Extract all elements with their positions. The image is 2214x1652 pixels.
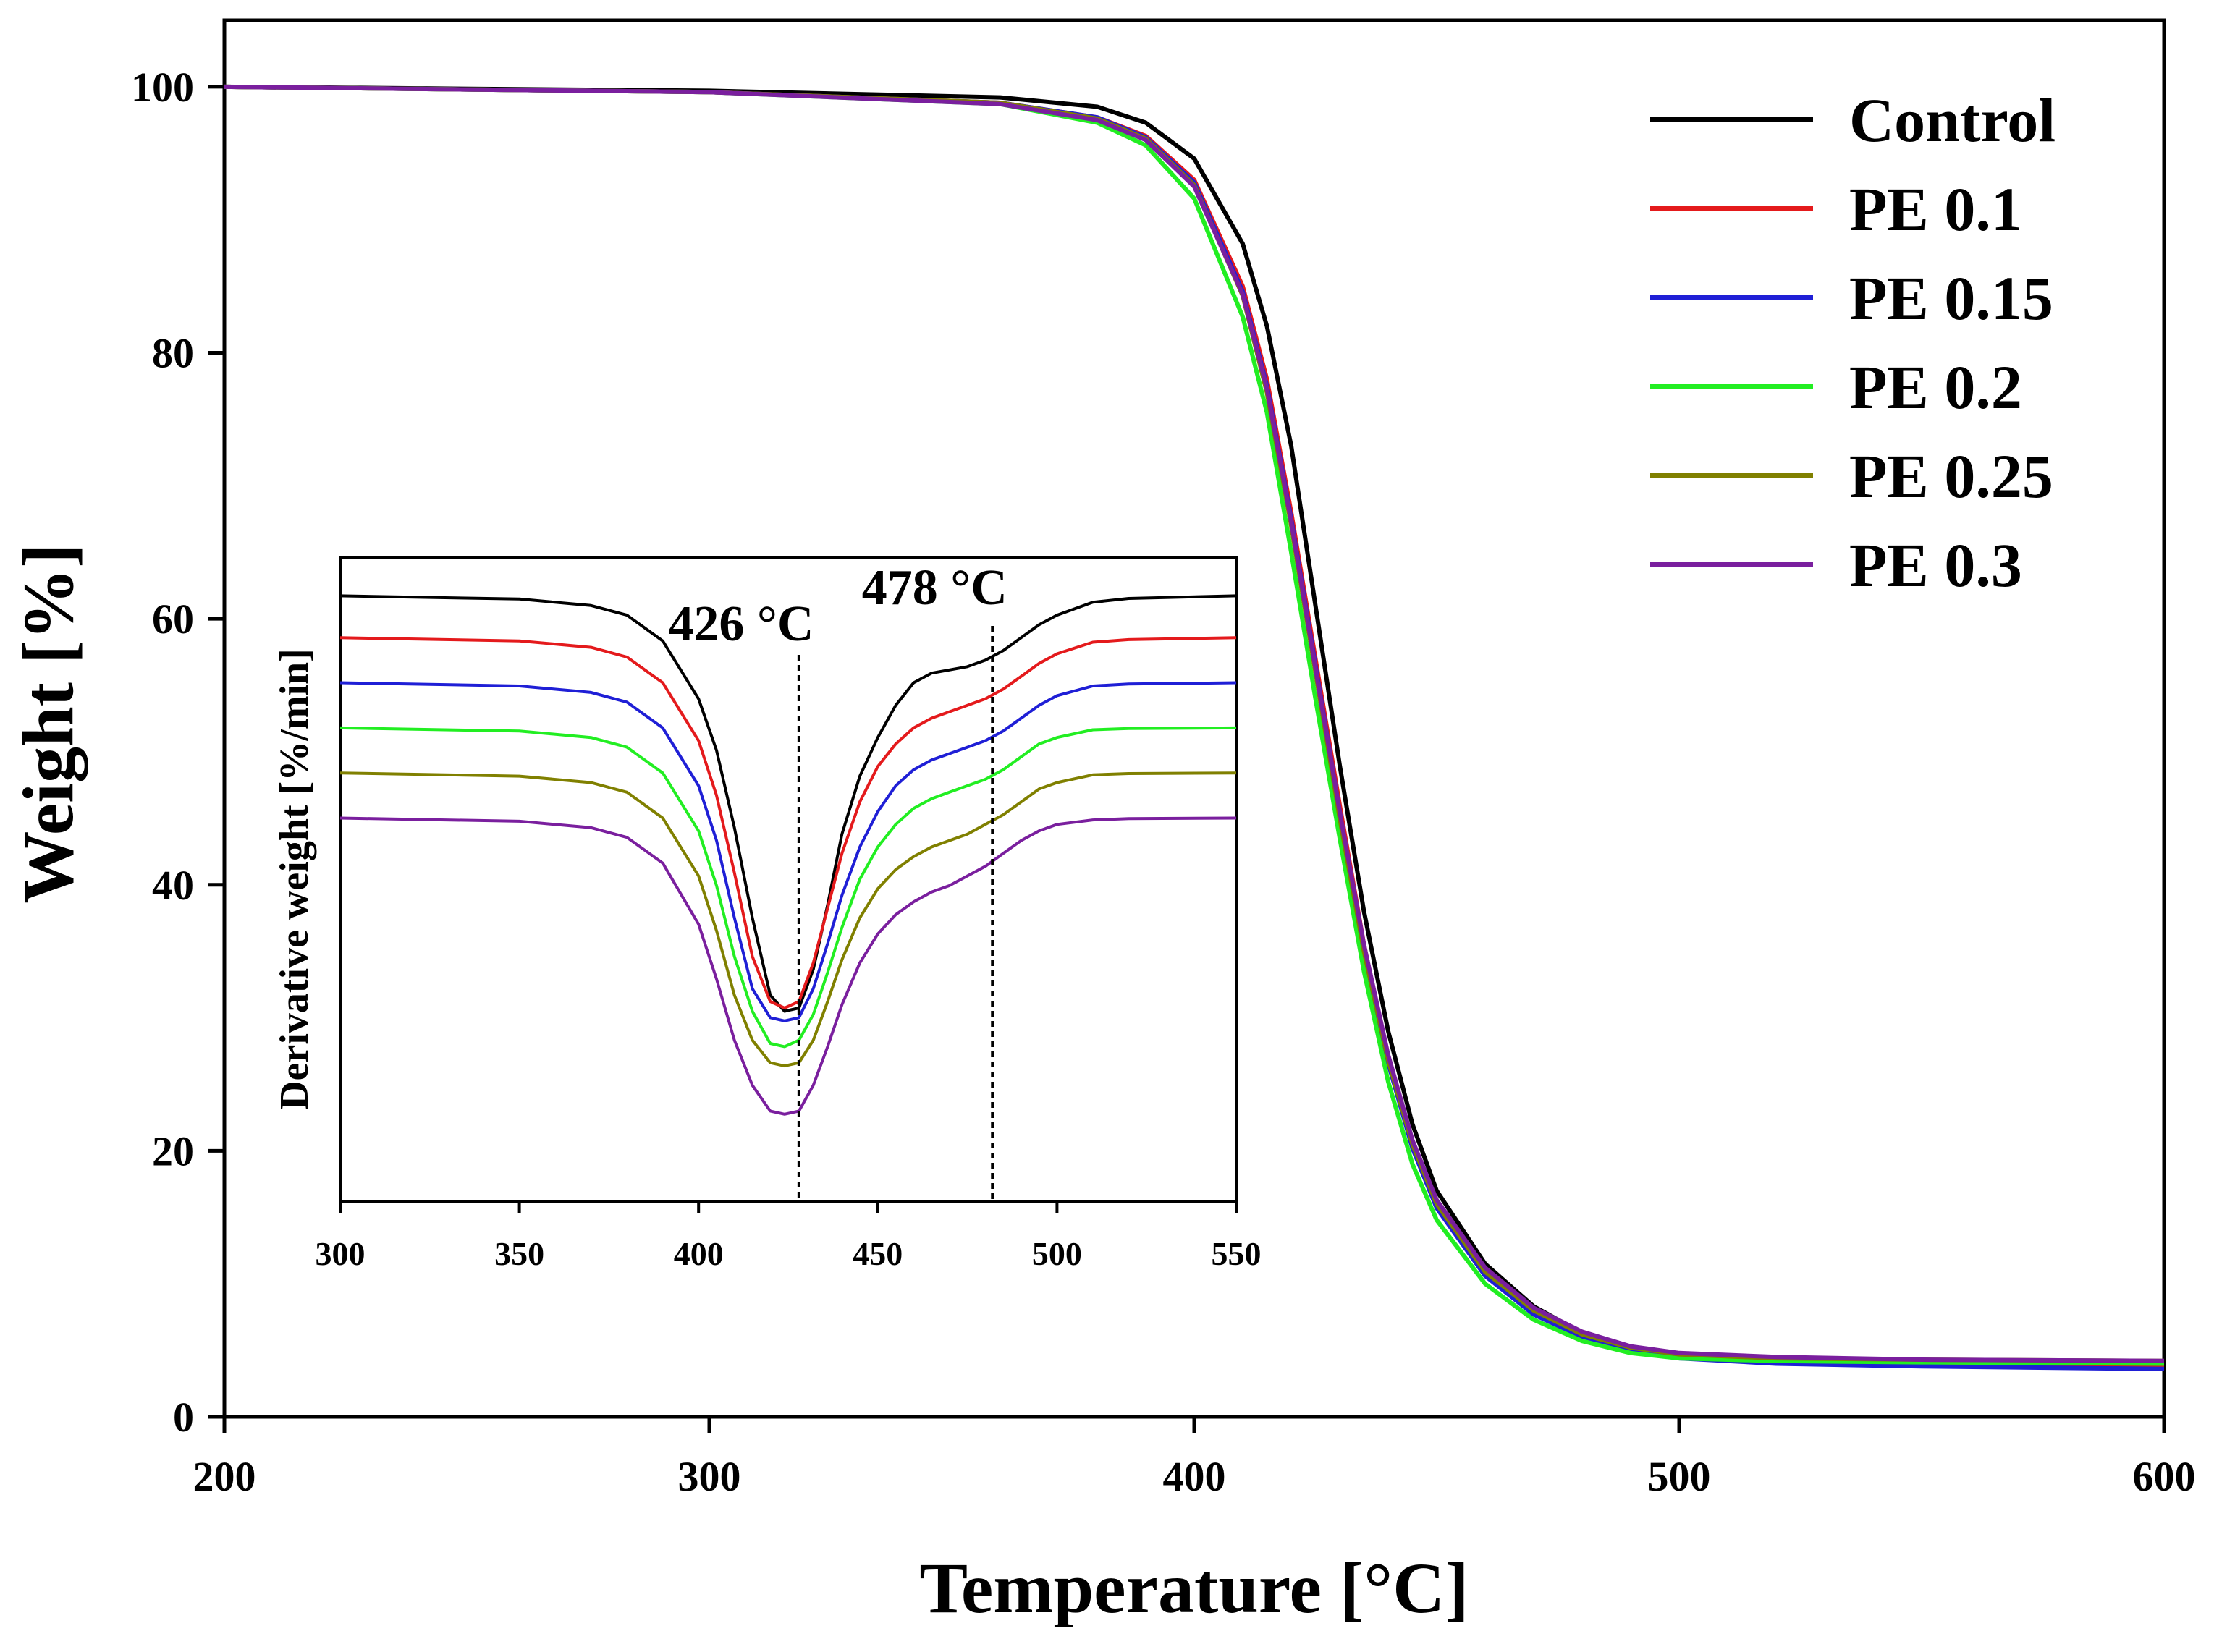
inset-x-tick-label: 350 [494,1235,544,1272]
legend-label-pe-0-25: PE 0.25 [1849,441,2053,511]
main-x-tick-label: 300 [678,1453,741,1500]
inset-series-control [339,594,1237,1013]
main-series-lines [224,84,2165,1371]
main-x-tick-label: 500 [1648,1453,1711,1500]
inset-x-tick-label: 550 [1212,1235,1262,1272]
main-plot: 200 300 400 500 600 0 20 40 60 80 100 Temperature… [8,18,2196,1628]
main-y-tick-label: 60 [152,596,194,643]
inset-series-pe-0-3 [339,816,1237,1116]
inset-x-tick-label: 400 [674,1235,724,1272]
main-x-tick-label: 200 [193,1453,256,1500]
main-y-ticks: 0 20 40 60 80 100 [131,64,224,1441]
legend-label-pe-0-15: PE 0.15 [1849,263,2053,333]
legend-label-pe-0-2: PE 0.2 [1849,352,2022,422]
legend: Control PE 0.1 PE 0.15 PE 0.2 PE 0.25 PE 0.3 [1650,85,2055,600]
main-y-axis-title: Weight [%] [8,543,88,903]
legend-label-pe-0-1: PE 0.1 [1849,174,2022,244]
main-y-tick-label: 100 [131,64,194,111]
main-y-tick-label: 80 [152,330,194,377]
main-x-tick-label: 400 [1163,1453,1226,1500]
main-y-tick-label: 20 [152,1127,194,1174]
inset-annotation-label: 478 °C [862,560,1007,616]
inset-y-axis-title: Derivative weight [%/min] [272,648,317,1110]
inset-x-tick-label: 500 [1032,1235,1082,1272]
inset-x-ticks: 300 350 400 450 500 550 [316,1201,1262,1272]
legend-label-pe-0-3: PE 0.3 [1849,530,2022,600]
inset-plot: 300 350 400 450 500 550 426 °C 478 °C Derivati… [272,556,1262,1272]
inset-annotation-label: 426 °C [668,596,814,652]
main-series-pe-0-2 [224,84,2165,1366]
inset-series-pe-0-25 [339,771,1237,1068]
main-x-ticks: 200 300 400 500 600 [193,1417,2196,1500]
inset-series-pe-0-15 [339,681,1237,1022]
inset-series-lines [339,594,1237,1116]
legend-label-control: Control [1849,85,2055,155]
inset-series-pe-0-1 [339,636,1237,1009]
main-x-axis-title: Temperature [°C] [919,1548,1469,1628]
inset-plot-frame [339,556,1238,1203]
inset-x-tick-label: 450 [853,1235,903,1272]
inset-series-pe-0-2 [339,726,1237,1049]
main-x-tick-label: 600 [2133,1453,2196,1500]
main-series-pe-0-3 [224,84,2165,1363]
main-y-tick-label: 40 [152,862,194,909]
inset-annotations: 426 °C 478 °C [668,560,1007,1201]
inset-x-tick-label: 300 [316,1235,366,1272]
main-y-tick-label: 0 [173,1394,194,1441]
